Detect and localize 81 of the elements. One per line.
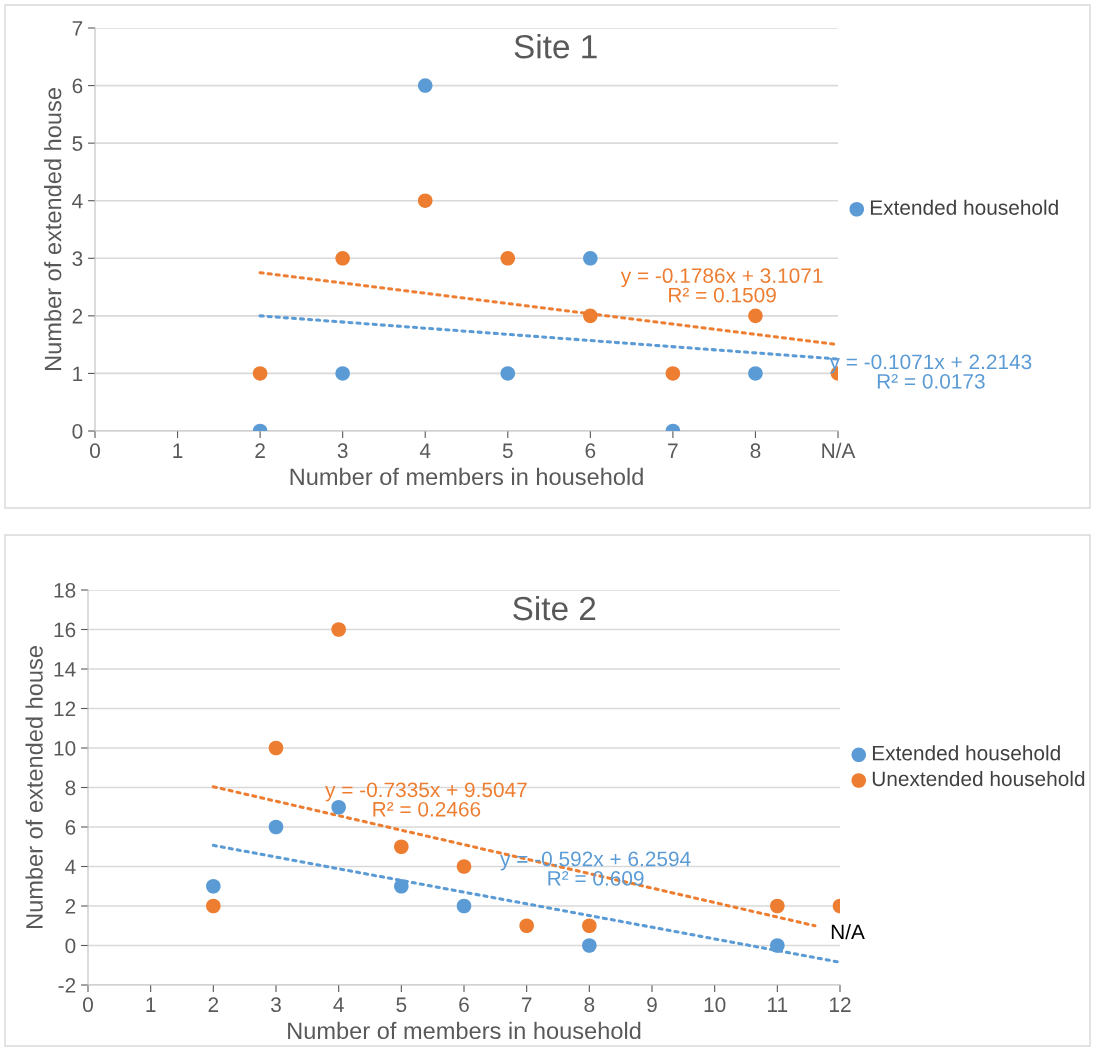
point bbox=[335, 366, 350, 381]
x-tick-label: 5 bbox=[396, 997, 407, 1013]
point bbox=[500, 251, 516, 266]
point bbox=[582, 938, 597, 953]
point bbox=[748, 308, 763, 324]
x-axis-title: Number of members in household bbox=[290, 467, 643, 486]
x-tick-label: 5 bbox=[502, 443, 513, 459]
x-tick-label: 4 bbox=[333, 997, 344, 1012]
y-tick-label: 5 bbox=[72, 136, 83, 151]
y-tick-label: 18 bbox=[54, 583, 76, 598]
y-axis-title: Number of extended house bbox=[25, 646, 43, 928]
x-tick-label: 2 bbox=[255, 443, 265, 458]
x-tick-label: 1 bbox=[173, 443, 183, 458]
x-tick-label: 4 bbox=[419, 443, 431, 458]
y-tick-label: 12 bbox=[54, 701, 76, 717]
point bbox=[417, 78, 433, 93]
y-tick-label: 6 bbox=[72, 78, 83, 94]
point bbox=[417, 193, 433, 208]
point bbox=[583, 308, 598, 324]
point bbox=[770, 898, 785, 914]
y-tick-label: 14 bbox=[54, 662, 76, 677]
point bbox=[770, 938, 785, 953]
y-tick-label: -2 bbox=[58, 978, 76, 993]
point bbox=[252, 366, 268, 381]
x-tick-label: 3 bbox=[337, 443, 348, 459]
point bbox=[331, 622, 346, 637]
point bbox=[335, 251, 350, 266]
y-tick-label: 3 bbox=[72, 251, 83, 267]
point bbox=[456, 898, 472, 914]
point bbox=[582, 918, 597, 934]
x-tick-label: 2 bbox=[208, 997, 219, 1012]
y-tick-label: 2 bbox=[65, 899, 76, 914]
y-axis-title: Number of extended house bbox=[44, 88, 62, 370]
legend-label: Extended household bbox=[872, 745, 1060, 761]
y-tick-label: 8 bbox=[65, 780, 76, 796]
y-tick-label: 10 bbox=[54, 741, 76, 756]
point bbox=[456, 859, 472, 874]
chart-title: Site 1 bbox=[514, 34, 597, 59]
y-tick-label: 16 bbox=[54, 622, 76, 638]
point bbox=[268, 819, 284, 835]
point bbox=[500, 366, 516, 381]
x-tick-label: 0 bbox=[90, 443, 100, 459]
x-tick-label: 1 bbox=[146, 997, 156, 1012]
y-tick-label: 4 bbox=[65, 859, 76, 875]
x-tick-label: 3 bbox=[271, 997, 281, 1013]
x-tick-label: 11 bbox=[768, 997, 788, 1012]
point bbox=[394, 878, 409, 894]
annotation: y = -0.1786x + 3.1071 R² = 0.1509 bbox=[620, 268, 823, 303]
point bbox=[394, 839, 409, 855]
point bbox=[206, 898, 221, 914]
annotation: y = -0.1071x + 2.2143 R² = 0.0173 bbox=[829, 354, 1032, 389]
x-tick-label: 12 bbox=[830, 997, 851, 1012]
chart-title: Site 2 bbox=[513, 595, 596, 621]
legend-label: Extended household bbox=[870, 199, 1058, 215]
y-tick-label: 2 bbox=[72, 308, 83, 324]
y-tick-label: 7 bbox=[72, 21, 83, 36]
y-tick-label: 1 bbox=[73, 366, 83, 381]
y-tick-label: 4 bbox=[72, 193, 83, 209]
x-tick-label: 8 bbox=[584, 997, 595, 1013]
x-tick-label: 7 bbox=[521, 997, 532, 1012]
y-tick-label: 0 bbox=[65, 938, 76, 954]
y-tick-label: 0 bbox=[72, 424, 83, 439]
point bbox=[665, 366, 681, 381]
point bbox=[748, 366, 763, 381]
x-tick-label: N/A bbox=[822, 442, 856, 459]
point bbox=[519, 918, 534, 934]
point bbox=[206, 878, 221, 894]
annotation: N/A bbox=[831, 923, 865, 940]
x-tick-label: 9 bbox=[647, 997, 657, 1013]
point bbox=[583, 251, 598, 266]
x-tick-label: 10 bbox=[704, 997, 726, 1013]
x-tick-label: 8 bbox=[750, 443, 761, 459]
x-axis-title: Number of members in household bbox=[288, 1021, 641, 1040]
x-tick-label: 0 bbox=[83, 997, 93, 1013]
point bbox=[268, 740, 284, 756]
x-tick-label: 7 bbox=[668, 443, 678, 458]
legend-label: Unextended household bbox=[872, 770, 1085, 787]
y-tick-label: 6 bbox=[65, 820, 76, 835]
x-tick-label: 6 bbox=[459, 997, 469, 1013]
x-tick-label: 6 bbox=[585, 443, 596, 459]
annotation: y = -0.7335x + 9.5047 R² = 0.2466 bbox=[325, 782, 527, 817]
